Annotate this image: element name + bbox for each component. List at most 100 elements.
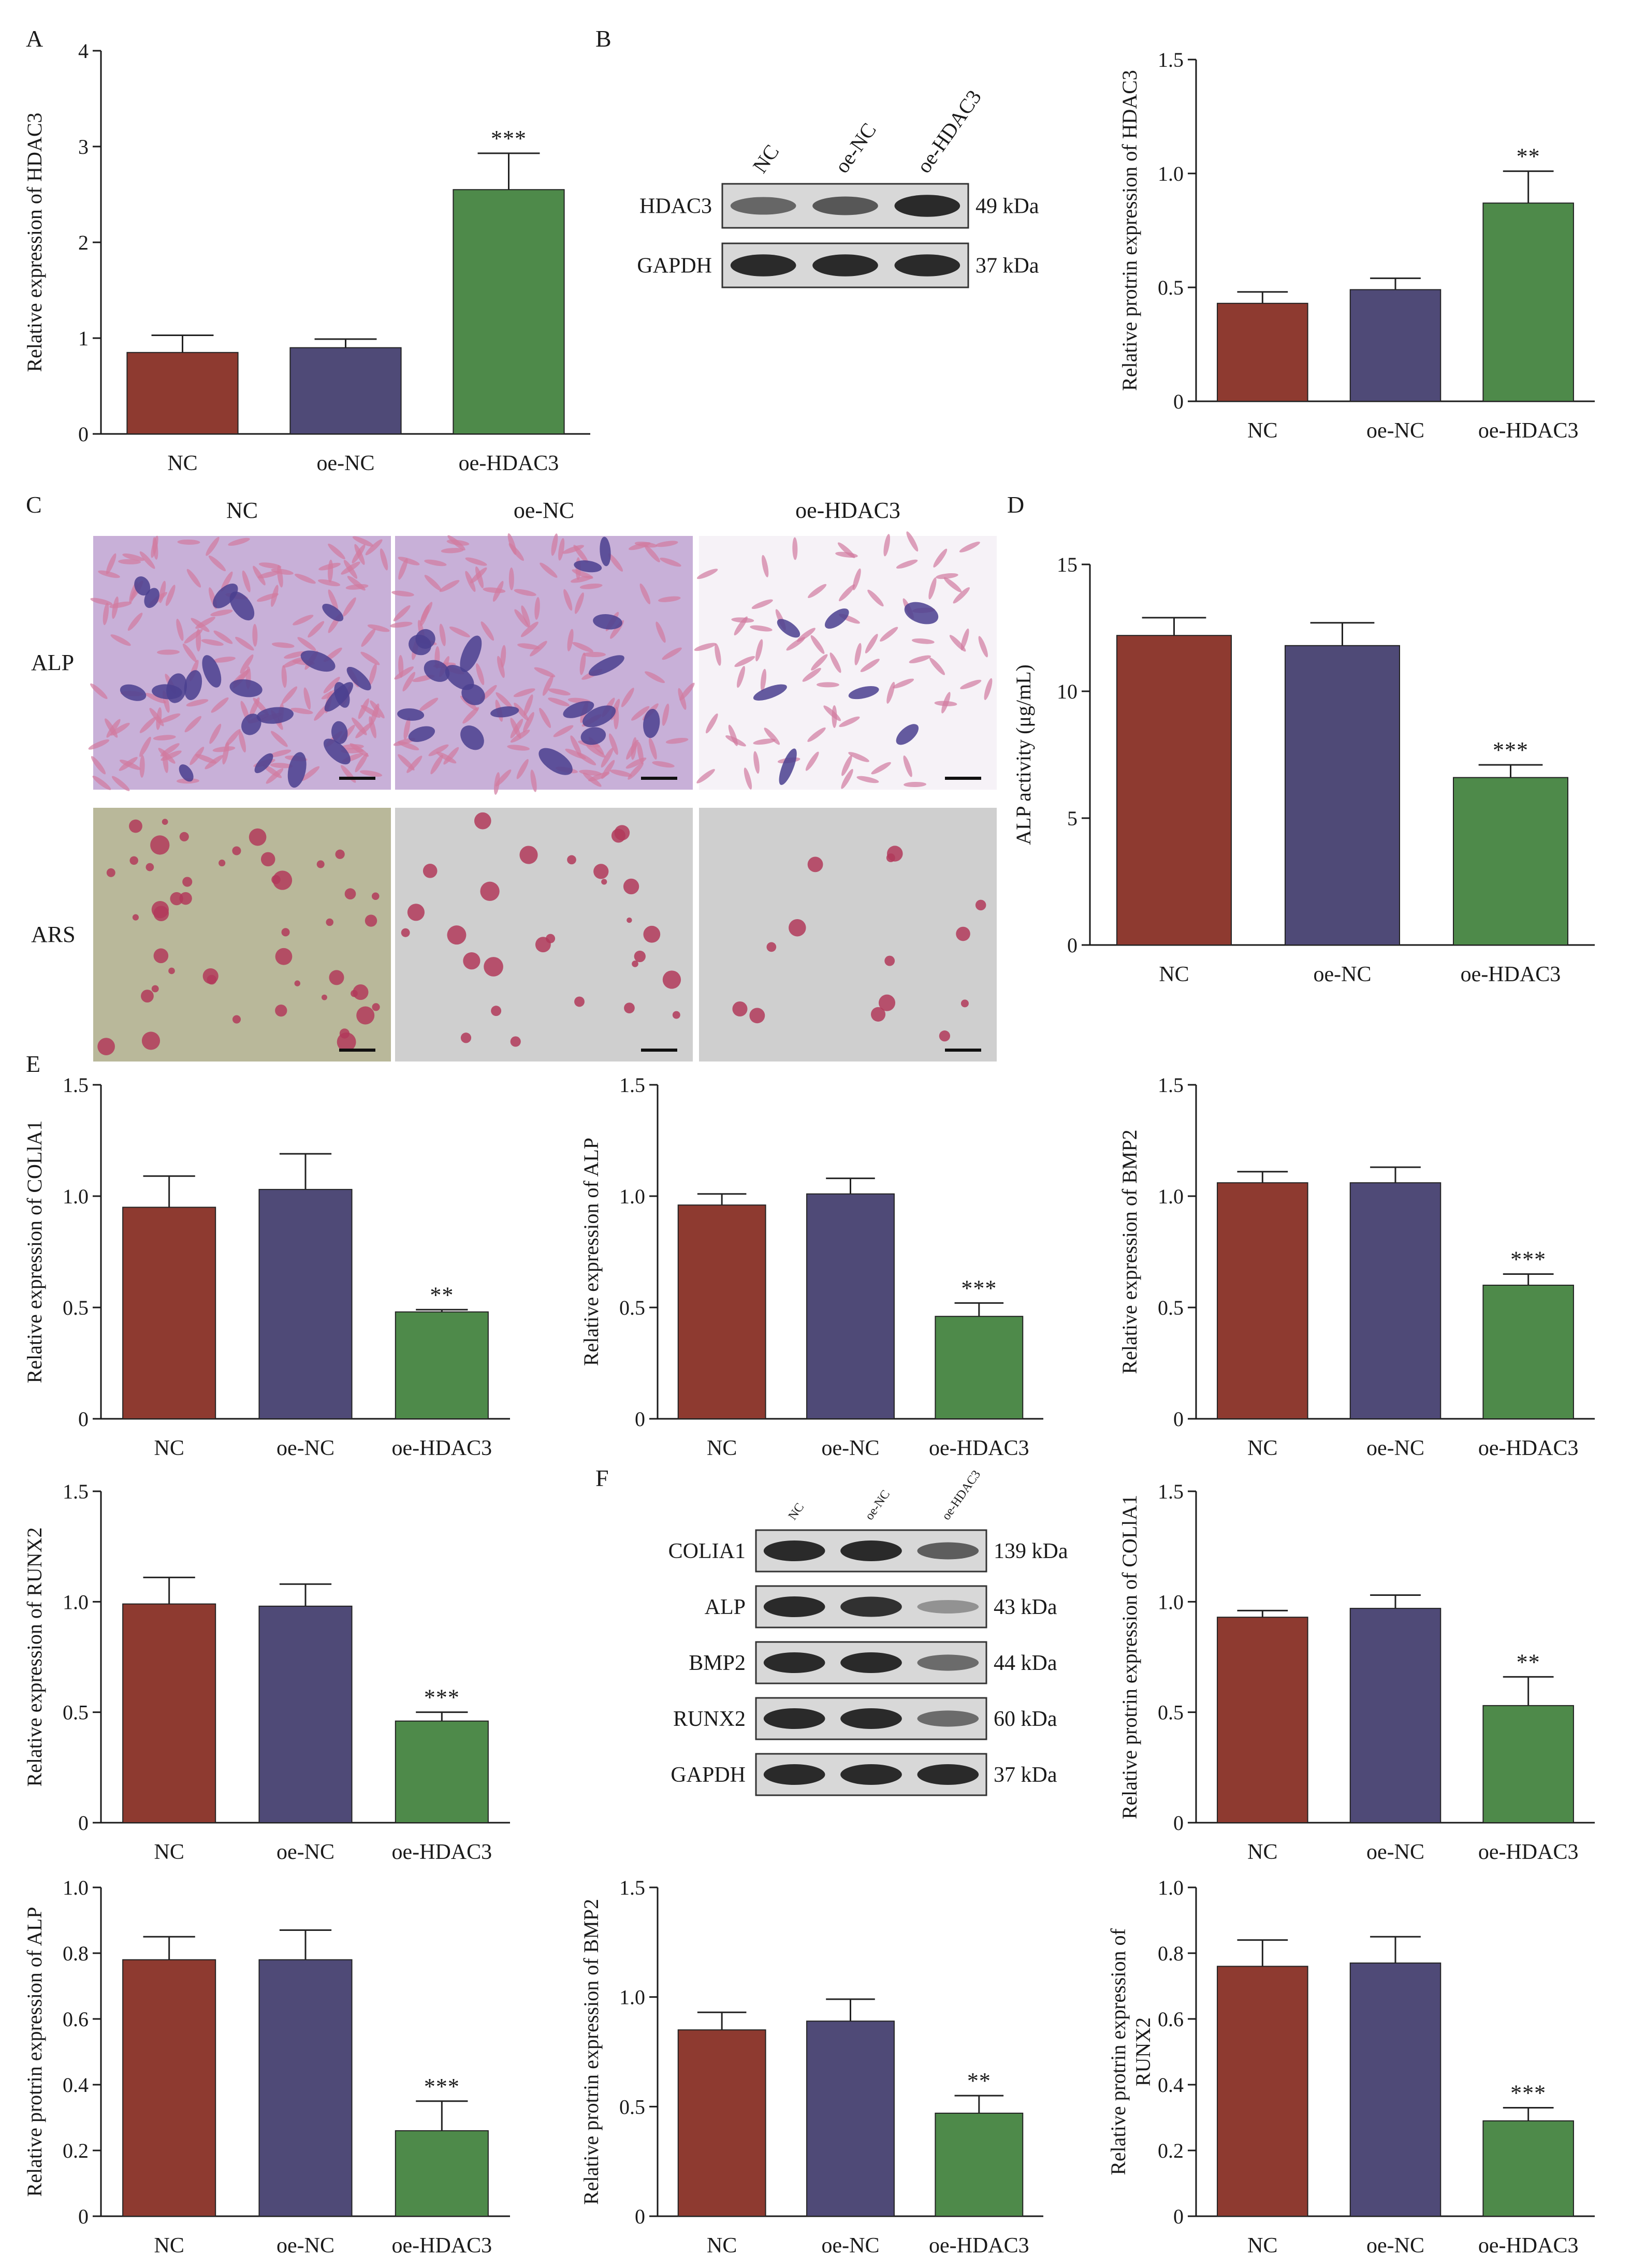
y-tick-label: 1.5 xyxy=(1158,1073,1184,1097)
y-tick-label: 2 xyxy=(78,231,89,254)
stained-cell xyxy=(779,748,797,786)
micrograph-row-label: ARS xyxy=(31,922,76,947)
cell xyxy=(235,636,254,651)
significance-marker: ** xyxy=(1517,1649,1540,1675)
blot-protein-label: GAPDH xyxy=(637,254,712,278)
micrograph-row-label: ALP xyxy=(31,650,74,675)
cell xyxy=(196,629,201,652)
cell xyxy=(734,656,755,667)
bar-oe-nc xyxy=(1349,289,1441,402)
chart-b-hdac3-protein: 0 0.5 1.0 1.5 Relative protrin expression of… xyxy=(1118,48,1595,443)
panel-letter-d: D xyxy=(1007,491,1024,518)
cell xyxy=(854,643,862,665)
cell xyxy=(508,543,524,561)
cell xyxy=(495,769,512,787)
cell xyxy=(764,728,780,745)
cell xyxy=(841,755,852,776)
mineral-nodule xyxy=(879,994,896,1011)
mineral-nodule xyxy=(162,819,168,825)
cell xyxy=(98,570,120,578)
stained-cell xyxy=(848,686,879,700)
mineral-nodule xyxy=(623,878,639,895)
cell xyxy=(523,694,533,716)
mineral-nodule xyxy=(129,856,138,865)
mineral-nodule xyxy=(275,948,293,965)
cell xyxy=(507,745,530,751)
mineral-nodule xyxy=(519,846,538,864)
cell xyxy=(206,536,220,556)
cell xyxy=(139,755,145,778)
cell xyxy=(802,667,821,682)
cell xyxy=(149,708,164,726)
blot-band xyxy=(917,1654,979,1671)
cell xyxy=(608,733,618,755)
stained-cell xyxy=(331,721,348,744)
cell xyxy=(567,629,574,651)
y-tick-label: 1.5 xyxy=(63,1073,89,1097)
blot-band xyxy=(917,1600,979,1613)
bar-nc xyxy=(1217,302,1308,402)
y-axis-title: Relative protrin expression of xyxy=(1106,1928,1130,2175)
blot-band xyxy=(730,254,796,277)
cell xyxy=(127,613,143,631)
mineral-nodule xyxy=(353,984,369,1000)
mineral-nodule xyxy=(593,864,609,879)
mineral-nodule xyxy=(510,1036,521,1047)
cell xyxy=(462,707,479,724)
y-tick-label: 0 xyxy=(1173,2205,1184,2228)
cell xyxy=(420,602,433,622)
cell xyxy=(271,568,294,575)
stained-cell xyxy=(415,629,435,649)
bar-oe-hdac3 xyxy=(395,1311,489,1420)
cell xyxy=(750,625,773,632)
stained-cell xyxy=(213,583,238,608)
y-tick-label: 1.5 xyxy=(619,1073,645,1097)
cell xyxy=(530,641,547,657)
cell xyxy=(909,655,931,663)
panel-letter-a: A xyxy=(26,25,43,52)
x-category-label: oe-NC xyxy=(1366,1436,1424,1460)
cell xyxy=(270,731,288,747)
x-category-label: oe-HDAC3 xyxy=(929,1436,1029,1460)
y-tick-label: 0.8 xyxy=(1158,1942,1184,1965)
x-category-label: oe-HDAC3 xyxy=(459,452,559,475)
cell xyxy=(221,571,233,592)
cell xyxy=(865,634,878,653)
cell xyxy=(145,693,166,704)
y-tick-label: 0 xyxy=(78,2205,89,2228)
y-axis-title: Relative expression of RUNX2 xyxy=(23,1527,46,1786)
mineral-nodule xyxy=(960,999,969,1008)
x-category-label: oe-NC xyxy=(317,452,375,475)
cell xyxy=(621,688,634,707)
mineral-nodule xyxy=(574,996,585,1007)
stained-cell xyxy=(120,684,147,701)
stained-cell xyxy=(490,706,519,718)
y-tick-label: 0.6 xyxy=(63,2008,89,2031)
cell xyxy=(514,609,529,628)
bar-oe-nc xyxy=(806,2020,895,2217)
cell xyxy=(480,621,494,641)
mineral-nodule xyxy=(129,819,142,833)
x-category-label: oe-NC xyxy=(276,1840,334,1864)
bar-oe-nc xyxy=(806,1193,895,1419)
blot-kda-label: 49 kDa xyxy=(975,195,1039,219)
mineral-nodule xyxy=(624,1002,635,1013)
cell xyxy=(153,735,176,740)
x-category-label: oe-HDAC3 xyxy=(1478,1436,1579,1460)
mineral-nodule xyxy=(371,892,380,900)
stained-cell xyxy=(256,707,294,724)
mineral-nodule xyxy=(401,928,410,937)
cell xyxy=(516,759,529,779)
y-tick-label: 10 xyxy=(1057,680,1077,703)
cell xyxy=(281,665,287,688)
blot-kda-label: 139 kDa xyxy=(994,1539,1068,1563)
blot-protein-label: HDAC3 xyxy=(639,195,712,219)
mineral-nodule xyxy=(141,990,154,1003)
cell xyxy=(510,718,521,739)
cell xyxy=(119,757,138,771)
cell xyxy=(271,585,279,607)
chart-e-colia1-mrna: 0 0.5 1.0 1.5 Relative expression of COLlA1 N… xyxy=(23,1073,510,1460)
chart-f-alp-protein: 0 0.2 0.4 0.6 0.8 1.0 Relative protrin express… xyxy=(23,1876,510,2258)
cell xyxy=(563,589,573,611)
cell xyxy=(398,655,404,678)
